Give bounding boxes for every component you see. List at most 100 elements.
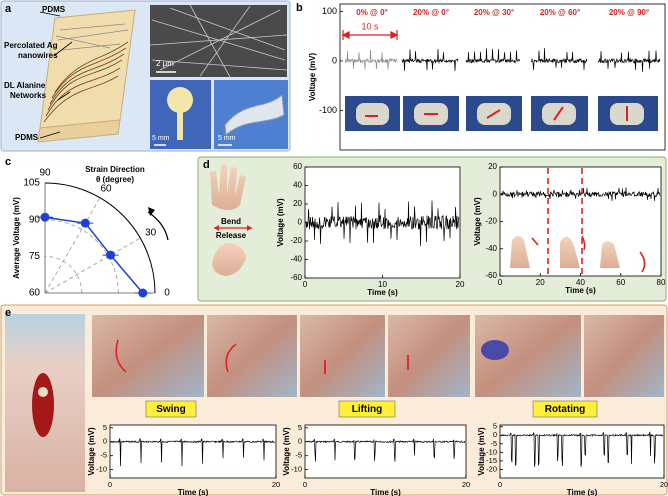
polar-point xyxy=(40,212,50,222)
x-axis-label: Time (s) xyxy=(178,488,209,496)
signal-trace xyxy=(465,48,521,64)
y-tick-label: -10 xyxy=(486,447,497,456)
y-axis-label: Voltage (mV) xyxy=(276,198,285,247)
signal-trace xyxy=(401,48,459,72)
theta-tick-label: 60 xyxy=(100,184,112,195)
y-tick-label: -60 xyxy=(485,271,497,280)
panel-label: d xyxy=(203,159,210,171)
r-tick-label: 90 xyxy=(29,214,41,225)
polar-grid-arc xyxy=(44,255,83,294)
x-tick-label: 10 xyxy=(378,280,387,289)
polar-spoke xyxy=(44,237,141,294)
label-box xyxy=(532,400,598,418)
polar-point xyxy=(138,288,148,298)
y-tick-label: -15 xyxy=(486,456,497,465)
y-axis-label: Voltage (mV) xyxy=(308,53,317,102)
polar-line xyxy=(44,216,144,294)
y-tick-label: 0 xyxy=(493,189,498,198)
plot-frame xyxy=(304,424,467,479)
r-tick-label: 105 xyxy=(23,178,40,189)
scale-label: 5 mm xyxy=(218,135,236,142)
label-box xyxy=(338,400,396,418)
y-tick-label: -40 xyxy=(485,244,497,253)
x-axis-label: Time (s) xyxy=(367,288,398,297)
y-axis-label: Voltage (mV) xyxy=(477,427,486,476)
y-tick-label: -10 xyxy=(96,465,107,474)
scale-label: 2 μm xyxy=(156,59,174,68)
polar-title: θ (degree) xyxy=(96,175,134,184)
y-tick-label: -10 xyxy=(291,465,302,474)
polar-point xyxy=(106,250,116,260)
y-tick-label: -20 xyxy=(485,217,497,226)
theta-tick-label: 30 xyxy=(145,228,157,239)
device xyxy=(177,112,183,140)
signal-trace xyxy=(500,431,664,467)
time-bar-label: 10 s xyxy=(361,21,379,31)
y-tick-label: 60 xyxy=(293,162,302,171)
panel-label: a xyxy=(5,3,12,15)
plot-frame xyxy=(109,424,277,479)
signal-trace xyxy=(597,50,661,72)
x-tick-label: 20 xyxy=(536,278,545,287)
motion-label: Swing xyxy=(156,404,185,415)
panel-label: c xyxy=(5,156,11,168)
time-bar xyxy=(341,30,399,40)
y-tick-label: -5 xyxy=(100,451,107,460)
y-tick-label: -100 xyxy=(319,105,337,115)
panel-label: b xyxy=(296,2,303,14)
y-tick-label: -20 xyxy=(486,464,497,473)
y-tick-label: 0 xyxy=(103,437,107,446)
layer-label: Percolated Ag xyxy=(4,41,58,50)
y-axis-label: Voltage (mV) xyxy=(87,427,96,476)
x-tick-label: 60 xyxy=(616,278,625,287)
panel-label: e xyxy=(5,307,11,319)
y-tick-label: 20 xyxy=(488,162,497,171)
nanowire-texture xyxy=(149,4,288,78)
condition-label: 20% @ 30° xyxy=(474,8,514,17)
x-tick-label: 0 xyxy=(108,480,112,489)
x-tick-label: 80 xyxy=(657,278,666,287)
signal-trace xyxy=(500,189,549,199)
x-axis-label: Time (s) xyxy=(567,488,598,496)
y-tick-label: 0 xyxy=(298,218,303,227)
y-tick-label: 40 xyxy=(293,181,302,190)
y-tick-label: -60 xyxy=(290,273,302,282)
layer-label: DL Alanine xyxy=(4,81,46,90)
r-tick-label: 60 xyxy=(29,288,41,299)
x-axis-label: Time (s) xyxy=(370,488,401,496)
x-axis-label: Time (s) xyxy=(565,286,596,295)
condition-label: 20% @ 0° xyxy=(413,8,449,17)
hand-photos xyxy=(210,165,646,276)
polar-title: Strain Direction xyxy=(85,165,145,174)
label-box xyxy=(145,400,197,418)
implant xyxy=(38,387,48,397)
signal-trace xyxy=(547,189,582,200)
x-tick-label: 20 xyxy=(272,480,280,489)
arrowhead xyxy=(148,207,155,216)
gesture-label: Release xyxy=(216,231,247,240)
layer-label: nanowires xyxy=(18,51,58,60)
layer-label: Networks xyxy=(10,91,47,100)
y-tick-label: 0 xyxy=(493,430,497,439)
layer-label: PDMS xyxy=(15,133,39,142)
x-tick-label: 20 xyxy=(660,480,668,489)
layer-illustration xyxy=(37,9,136,143)
x-tick-label: 20 xyxy=(456,280,465,289)
y-tick-label: 0 xyxy=(298,437,302,446)
theta-tick-label: 0 xyxy=(164,288,170,299)
motion-label: Lifting xyxy=(352,404,383,415)
condition-label: 20% @ 90° xyxy=(609,8,649,17)
x-tick-label: 0 xyxy=(303,280,308,289)
y-tick-label: 5 xyxy=(103,423,107,432)
strain-photos xyxy=(345,96,658,131)
y-tick-label: 5 xyxy=(298,423,302,432)
wound xyxy=(32,373,54,437)
signal-trace xyxy=(530,48,588,71)
theta-tick-label: 90 xyxy=(39,168,51,179)
y-tick-label: -20 xyxy=(290,236,302,245)
polar-point xyxy=(80,218,90,228)
gesture-label: Bend xyxy=(221,217,241,226)
device xyxy=(224,93,285,137)
y-tick-label: -40 xyxy=(290,255,302,264)
